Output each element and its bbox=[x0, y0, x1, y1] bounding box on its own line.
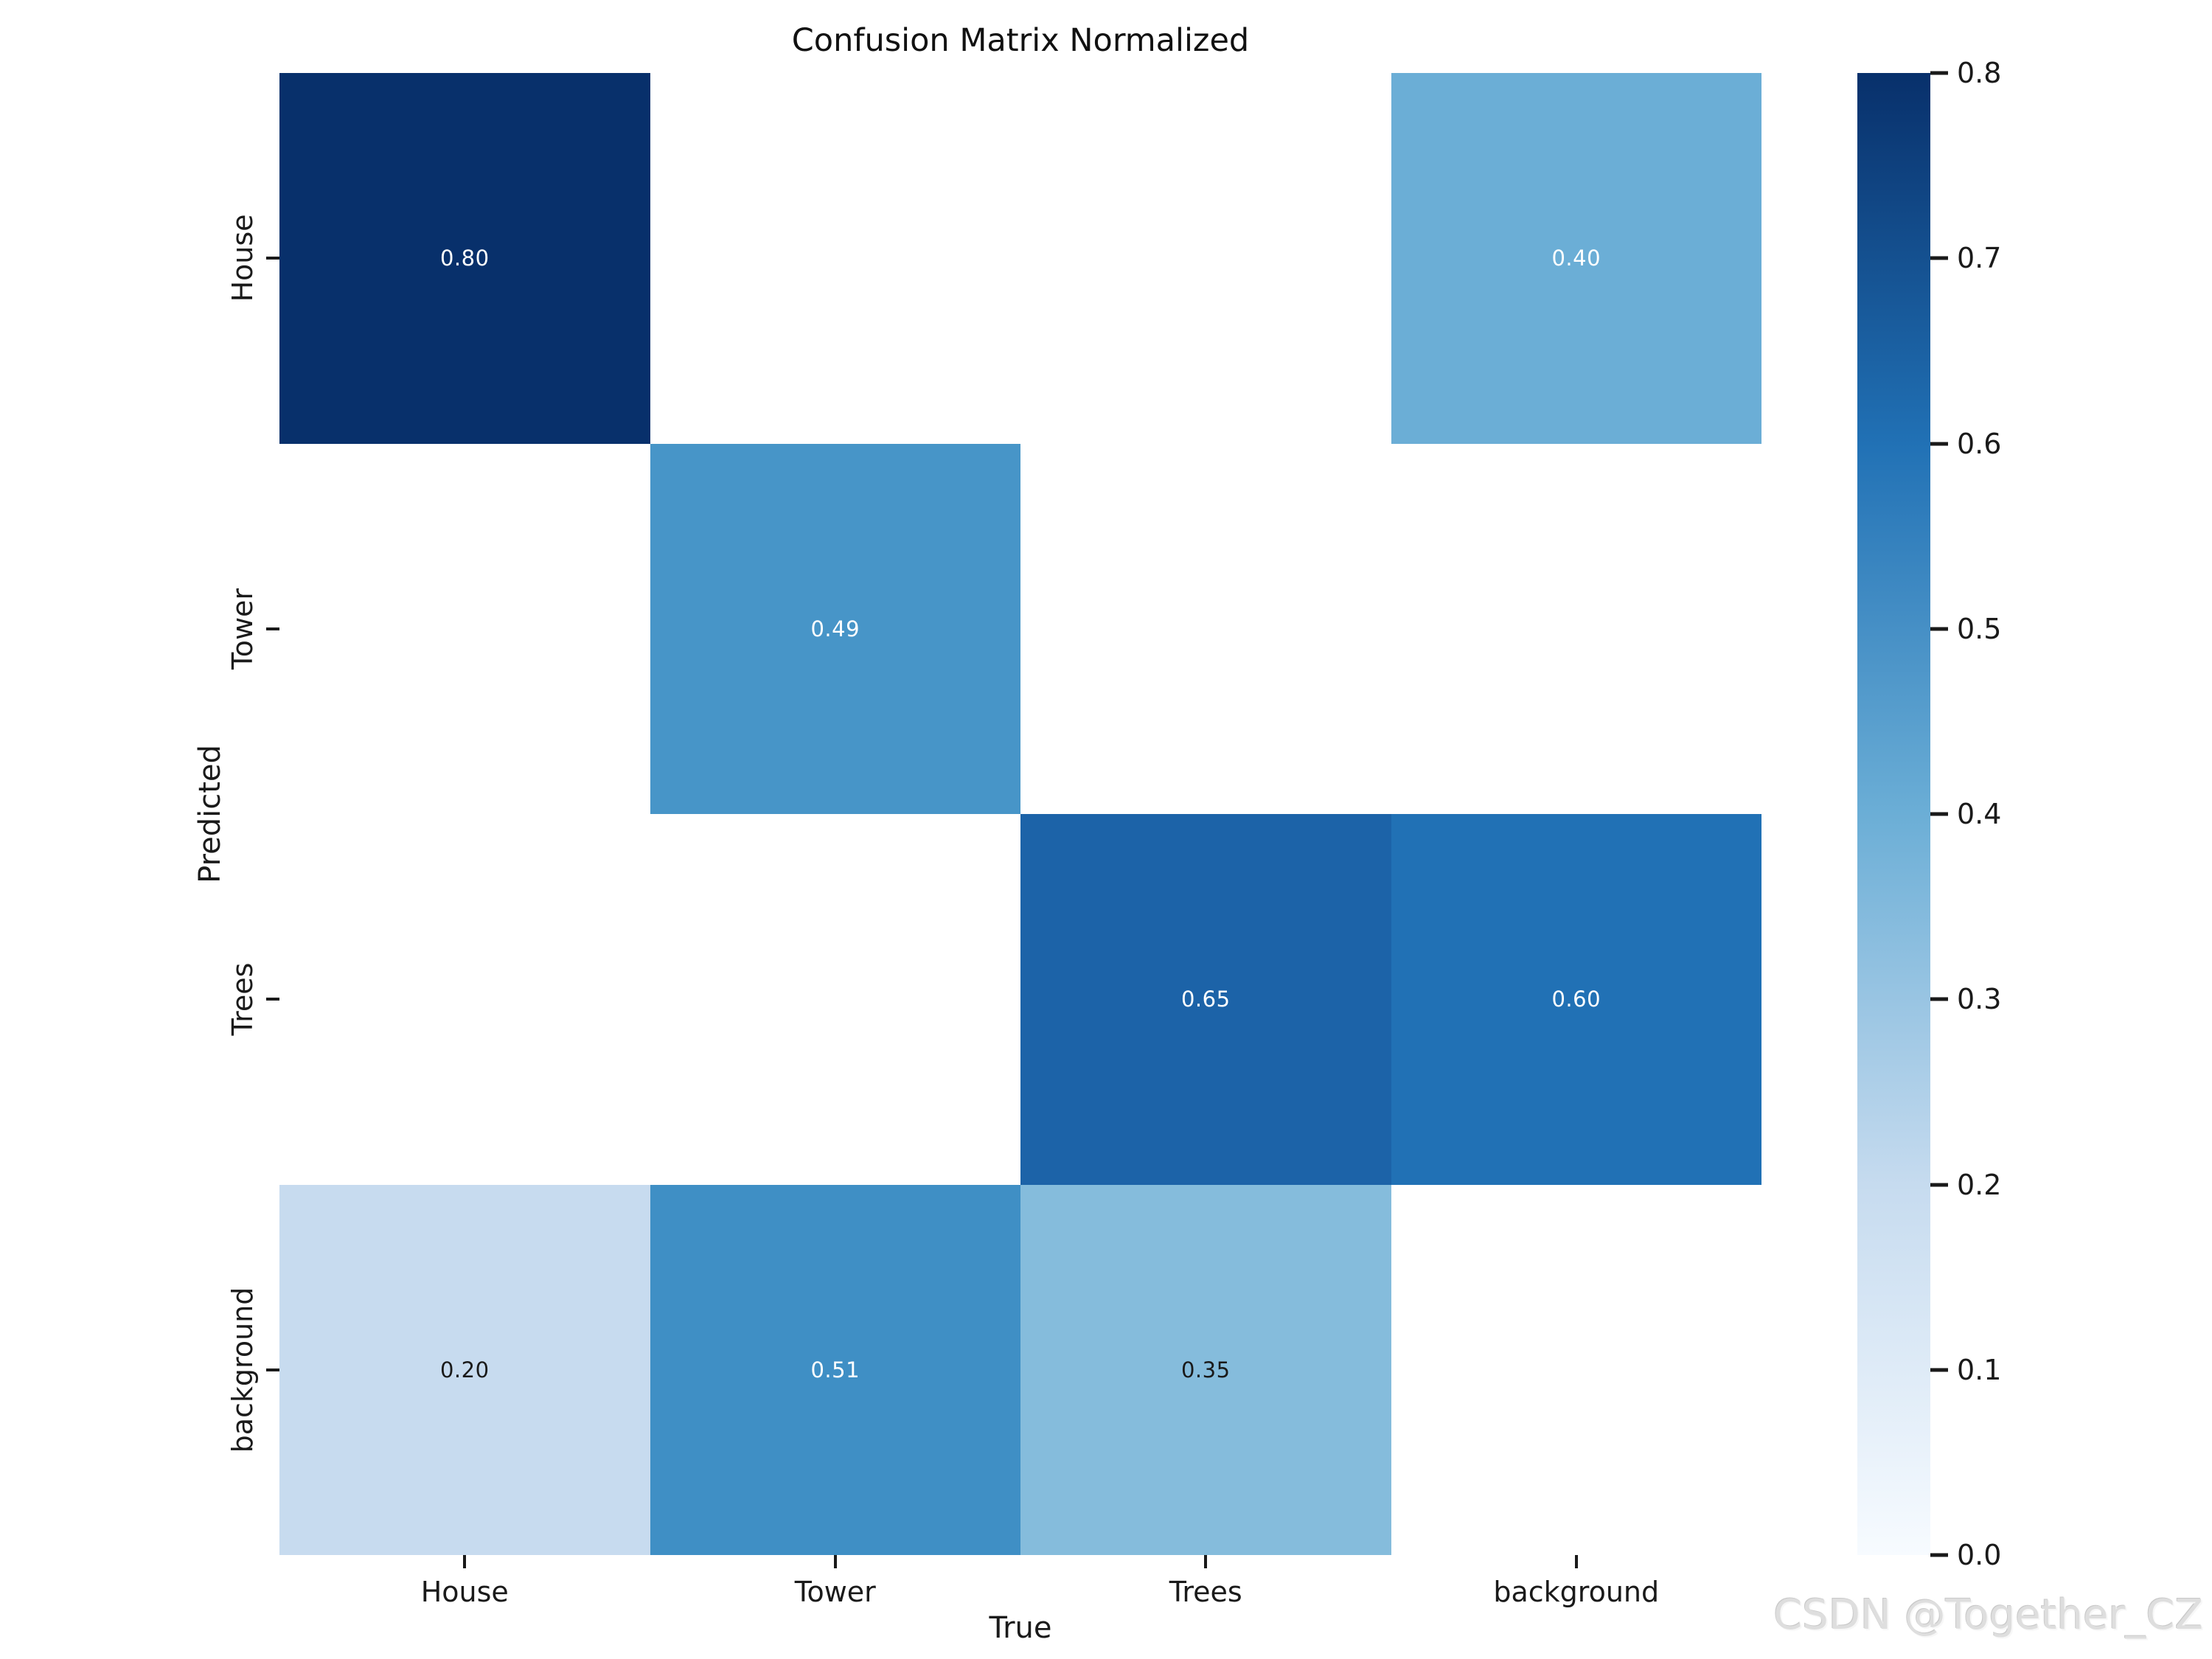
y-tick-label-Tower: Tower bbox=[226, 588, 259, 669]
y-axis-label: Predicted bbox=[193, 745, 227, 883]
colorbar-tick-mark bbox=[1930, 1183, 1948, 1186]
x-tick-label-background: background bbox=[1493, 1576, 1660, 1608]
y-tick-mark bbox=[266, 998, 279, 1001]
x-tick-mark bbox=[833, 1555, 837, 1568]
heatmap-cell-background-background bbox=[1391, 1184, 1761, 1555]
cell-value-label: 0.49 bbox=[810, 616, 860, 641]
heatmap-cell-Trees-Tower bbox=[650, 814, 1020, 1185]
y-tick-label-Trees: Trees bbox=[226, 962, 259, 1036]
cell-value-label: 0.35 bbox=[1180, 1357, 1231, 1382]
chart-title: Confusion Matrix Normalized bbox=[791, 22, 1250, 59]
watermark-text: CSDN @Together_CZ bbox=[1773, 1591, 2203, 1639]
cell-value-label: 0.51 bbox=[810, 1357, 860, 1382]
x-axis-label: True bbox=[989, 1611, 1052, 1645]
colorbar-tick-label-0.6: 0.6 bbox=[1957, 427, 2002, 460]
x-tick-label-Trees: Trees bbox=[1169, 1576, 1242, 1608]
cell-value-label: 0.65 bbox=[1180, 987, 1231, 1012]
colorbar-tick-mark bbox=[1930, 997, 1948, 1001]
heatmap-cell-House-Trees bbox=[1020, 73, 1391, 444]
cell-value-label: 0.80 bbox=[439, 246, 490, 271]
colorbar-tick-mark bbox=[1930, 1553, 1948, 1557]
cell-value-label: 0.20 bbox=[439, 1357, 490, 1382]
heatmap-cell-background-Trees: 0.35 bbox=[1020, 1184, 1391, 1555]
colorbar: 0.0 0.1 0.2 0.3 0.4 0.5 0.6 0.7 0.8 bbox=[1857, 57, 2001, 1571]
colorbar-tick-label-0.0: 0.0 bbox=[1957, 1539, 2002, 1571]
y-tick-mark bbox=[266, 257, 279, 260]
y-tick-mark bbox=[266, 1368, 279, 1371]
heatmap-cell-Trees-background: 0.60 bbox=[1391, 814, 1761, 1185]
colorbar-tick-label-0.2: 0.2 bbox=[1957, 1168, 2002, 1201]
heatmap-grid: 0.80 0.40 0.49 0.65 0.60 0.20 0.51 0.35 bbox=[279, 73, 1761, 1555]
cell-value-label: 0.40 bbox=[1551, 246, 1601, 271]
heatmap-cell-background-House: 0.20 bbox=[279, 1184, 650, 1555]
y-tick-label-background: background bbox=[226, 1287, 259, 1453]
heatmap-cell-House-Tower bbox=[650, 73, 1020, 444]
colorbar-tick-label-0.3: 0.3 bbox=[1957, 983, 2002, 1016]
colorbar-tick-mark bbox=[1930, 71, 1948, 75]
x-tick-mark bbox=[1204, 1555, 1208, 1568]
x-tick-label-Tower: Tower bbox=[794, 1576, 876, 1608]
x-tick-label-House: House bbox=[420, 1576, 509, 1608]
heatmap-cell-Trees-House bbox=[279, 814, 650, 1185]
y-tick-label-House: House bbox=[226, 214, 259, 302]
x-tick-mark bbox=[463, 1555, 467, 1568]
heatmap-cell-background-Tower: 0.51 bbox=[650, 1184, 1020, 1555]
colorbar-tick-mark bbox=[1930, 812, 1948, 816]
colorbar-tick-label-0.8: 0.8 bbox=[1957, 57, 2002, 89]
colorbar-tick-mark bbox=[1930, 256, 1948, 260]
colorbar-tick-label-0.5: 0.5 bbox=[1957, 612, 2002, 645]
y-tick-mark bbox=[266, 627, 279, 630]
heatmap-cell-House-background: 0.40 bbox=[1391, 73, 1761, 444]
colorbar-tick-label-0.7: 0.7 bbox=[1957, 242, 2002, 275]
colorbar-gradient bbox=[1857, 73, 1930, 1555]
cell-value-label: 0.60 bbox=[1551, 987, 1601, 1012]
colorbar-tick-mark bbox=[1930, 442, 1948, 445]
colorbar-tick-mark bbox=[1930, 627, 1948, 631]
heatmap-cell-Tower-Trees bbox=[1020, 443, 1391, 814]
colorbar-tick-label-0.1: 0.1 bbox=[1957, 1353, 2002, 1386]
heatmap-cell-Trees-Trees: 0.65 bbox=[1020, 814, 1391, 1185]
heatmap-cell-Tower-Tower: 0.49 bbox=[650, 443, 1020, 814]
heatmap-cell-House-House: 0.80 bbox=[279, 73, 650, 444]
colorbar-tick-mark bbox=[1930, 1368, 1948, 1372]
x-tick-mark bbox=[1574, 1555, 1578, 1568]
heatmap-cell-Tower-House bbox=[279, 443, 650, 814]
colorbar-tick-label-0.4: 0.4 bbox=[1957, 798, 2002, 830]
heatmap-cell-Tower-background bbox=[1391, 443, 1761, 814]
